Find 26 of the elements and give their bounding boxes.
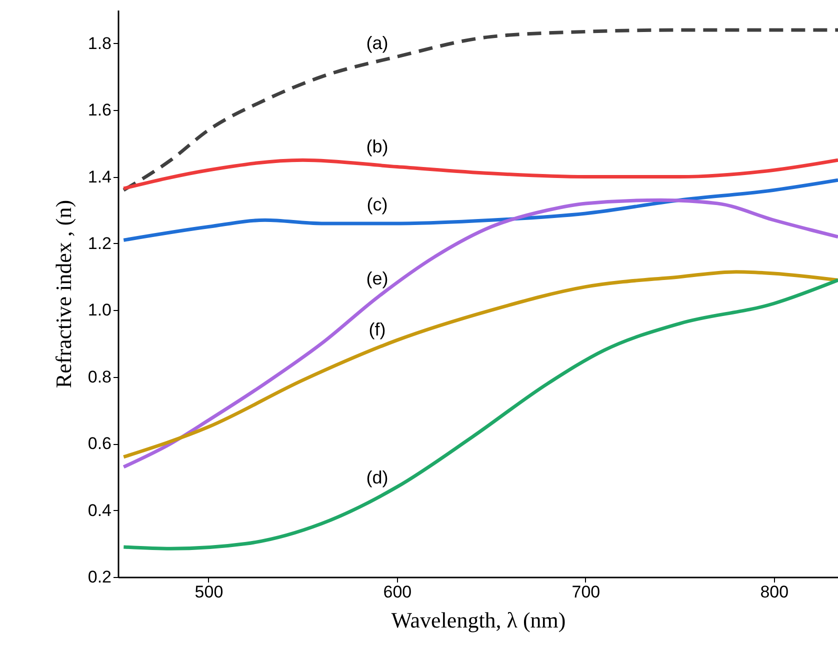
y-tick-label: 1.4	[88, 167, 112, 186]
x-tick-label: 600	[383, 582, 412, 602]
y-tick-label: 1.8	[88, 34, 112, 53]
line-series	[122, 270, 838, 459]
line-series	[122, 158, 838, 190]
line-series	[122, 28, 838, 192]
y-tick-label: 0.8	[88, 367, 112, 386]
annotation: (f)	[368, 320, 386, 340]
annotation: (a)	[366, 32, 388, 53]
annotation: (d)	[366, 468, 388, 488]
annotation: (c)	[366, 194, 388, 214]
y-axis-title: Refractive index , (n)	[50, 200, 76, 388]
y-tick-label: 1.2	[88, 234, 112, 253]
line-series	[122, 178, 838, 242]
y-tick-label: 1.0	[88, 300, 112, 320]
line-series	[122, 198, 838, 469]
y-tick-label: 0.4	[88, 500, 112, 520]
x-tick-label: 700	[572, 582, 600, 602]
annotation: (e)	[366, 268, 388, 289]
x-axis-title: Wavelength, λ (nm)	[391, 608, 566, 632]
annotation: (b)	[366, 136, 388, 156]
x-tick-label: 800	[760, 582, 789, 602]
x-tick-label: 500	[194, 582, 224, 602]
y-tick-label: 0.2	[88, 568, 112, 586]
y-tick-label: 1.6	[88, 100, 112, 120]
y-tick-label: 0.6	[88, 434, 112, 454]
